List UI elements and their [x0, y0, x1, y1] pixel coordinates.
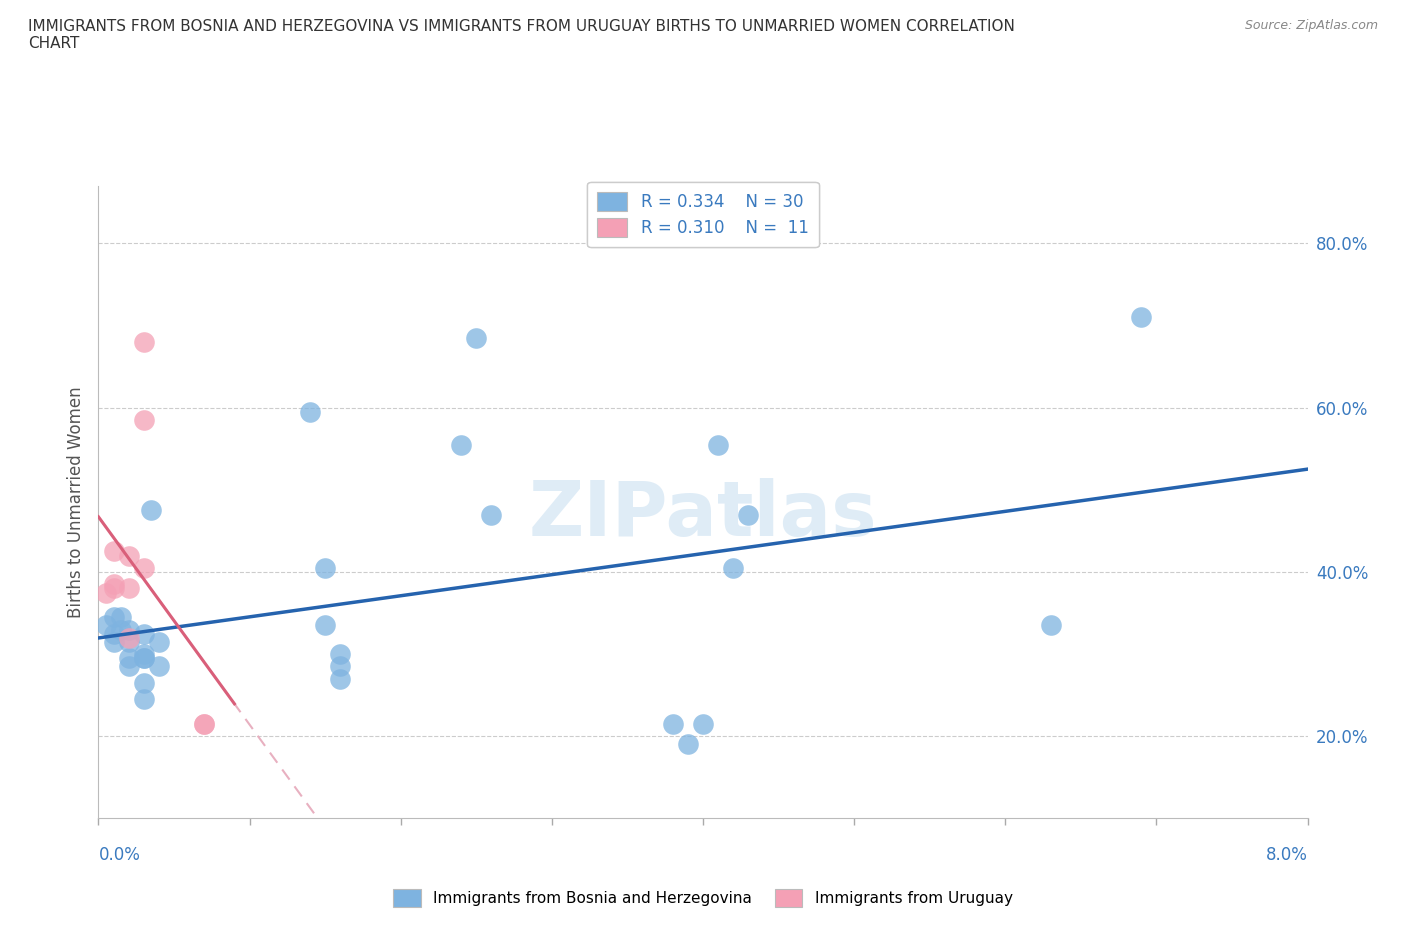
- Point: [94, 585, 117, 600]
- Point: [118, 651, 141, 666]
- Point: [707, 437, 730, 452]
- Point: [299, 405, 322, 419]
- Point: [132, 651, 155, 666]
- Text: 8.0%: 8.0%: [1265, 846, 1308, 864]
- Point: [118, 634, 141, 649]
- Text: IMMIGRANTS FROM BOSNIA AND HERZEGOVINA VS IMMIGRANTS FROM URUGUAY BIRTHS TO UNMA: IMMIGRANTS FROM BOSNIA AND HERZEGOVINA V…: [28, 19, 1015, 51]
- Legend: Immigrants from Bosnia and Herzegovina, Immigrants from Uruguay: Immigrants from Bosnia and Herzegovina, …: [387, 884, 1019, 913]
- Point: [118, 659, 141, 674]
- Point: [465, 330, 488, 345]
- Point: [1130, 310, 1153, 325]
- Point: [132, 692, 155, 707]
- Point: [118, 631, 141, 645]
- Point: [1039, 618, 1062, 632]
- Point: [148, 634, 170, 649]
- Text: 0.0%: 0.0%: [98, 846, 141, 864]
- Point: [118, 622, 141, 637]
- Point: [329, 646, 352, 661]
- Point: [193, 716, 215, 731]
- Text: Source: ZipAtlas.com: Source: ZipAtlas.com: [1244, 19, 1378, 32]
- Point: [450, 437, 472, 452]
- Point: [676, 737, 699, 752]
- Point: [103, 626, 125, 641]
- Point: [193, 716, 215, 731]
- Point: [132, 413, 155, 428]
- Legend: R = 0.334    N = 30, R = 0.310    N =  11: R = 0.334 N = 30, R = 0.310 N = 11: [588, 181, 818, 246]
- Point: [314, 561, 336, 576]
- Point: [94, 618, 117, 632]
- Point: [132, 335, 155, 350]
- Point: [110, 610, 132, 625]
- Text: ZIPatlas: ZIPatlas: [529, 478, 877, 551]
- Point: [737, 507, 759, 522]
- Point: [132, 646, 155, 661]
- Point: [103, 634, 125, 649]
- Point: [132, 561, 155, 576]
- Point: [103, 577, 125, 591]
- Point: [103, 581, 125, 596]
- Point: [141, 503, 163, 518]
- Point: [103, 544, 125, 559]
- Point: [329, 671, 352, 686]
- Point: [329, 659, 352, 674]
- Point: [132, 626, 155, 641]
- Y-axis label: Births to Unmarried Women: Births to Unmarried Women: [66, 386, 84, 618]
- Point: [132, 651, 155, 666]
- Point: [723, 561, 745, 576]
- Point: [118, 548, 141, 563]
- Point: [314, 618, 336, 632]
- Point: [103, 610, 125, 625]
- Point: [118, 581, 141, 596]
- Point: [481, 507, 503, 522]
- Point: [148, 659, 170, 674]
- Point: [132, 675, 155, 690]
- Point: [692, 716, 714, 731]
- Point: [110, 622, 132, 637]
- Point: [662, 716, 685, 731]
